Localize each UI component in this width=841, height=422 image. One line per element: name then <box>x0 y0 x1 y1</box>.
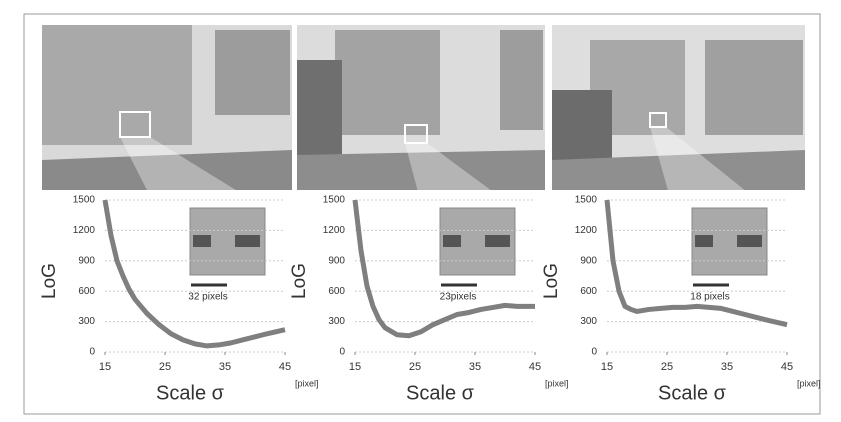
y-tick-label: 900 <box>580 255 597 266</box>
y-tick-label: 1200 <box>575 225 598 236</box>
y-tick-label: 600 <box>78 286 95 297</box>
x-tick-label: 45 <box>279 361 291 373</box>
y-tick-label: 300 <box>78 316 95 327</box>
y-tick-label: 900 <box>78 255 95 266</box>
y-tick-label: 1200 <box>73 225 96 236</box>
y-tick-label: 1500 <box>73 195 96 206</box>
annotation: 18 pixels <box>690 292 729 303</box>
x-unit: [pixel] <box>295 378 319 388</box>
y-axis-label: LoG <box>541 263 562 299</box>
x-tick-label: 15 <box>349 361 361 373</box>
x-tick-label: 15 <box>601 361 613 373</box>
y-tick-label: 900 <box>328 255 345 266</box>
inset-image <box>440 208 515 275</box>
inset-image <box>692 208 767 275</box>
x-axis-label: Scale σ <box>658 382 727 404</box>
x-tick-label: 45 <box>529 361 541 373</box>
x-tick-label: 25 <box>409 361 421 373</box>
annotation: 32 pixels <box>188 292 227 303</box>
x-tick-label: 25 <box>159 361 171 373</box>
y-tick-label: 1500 <box>323 195 346 206</box>
inset-image <box>190 208 265 275</box>
x-tick-label: 35 <box>721 361 733 373</box>
x-axis-label: Scale σ <box>156 382 225 404</box>
y-tick-label: 1500 <box>575 195 598 206</box>
y-tick-label: 0 <box>89 347 95 358</box>
y-tick-label: 300 <box>580 316 597 327</box>
x-tick-label: 45 <box>781 361 793 373</box>
y-axis-label: LoG <box>289 263 310 299</box>
x-tick-label: 25 <box>661 361 673 373</box>
page: 03006009001200150015253545LoGScale σ[pix… <box>0 0 841 422</box>
y-tick-label: 600 <box>328 286 345 297</box>
x-tick-label: 35 <box>469 361 481 373</box>
figure: 03006009001200150015253545LoGScale σ[pix… <box>0 0 841 417</box>
x-axis-label: Scale σ <box>406 382 475 404</box>
annotation: 23pixels <box>440 292 477 303</box>
x-unit: [pixel] <box>545 378 569 388</box>
x-tick-label: 35 <box>219 361 231 373</box>
y-tick-label: 0 <box>339 347 345 358</box>
y-tick-label: 1200 <box>323 225 346 236</box>
y-tick-label: 300 <box>328 316 345 327</box>
x-unit: [pixel] <box>797 378 821 388</box>
y-tick-label: 600 <box>580 286 597 297</box>
y-axis-label: LoG <box>39 263 60 299</box>
y-tick-label: 0 <box>591 347 597 358</box>
x-tick-label: 15 <box>99 361 111 373</box>
